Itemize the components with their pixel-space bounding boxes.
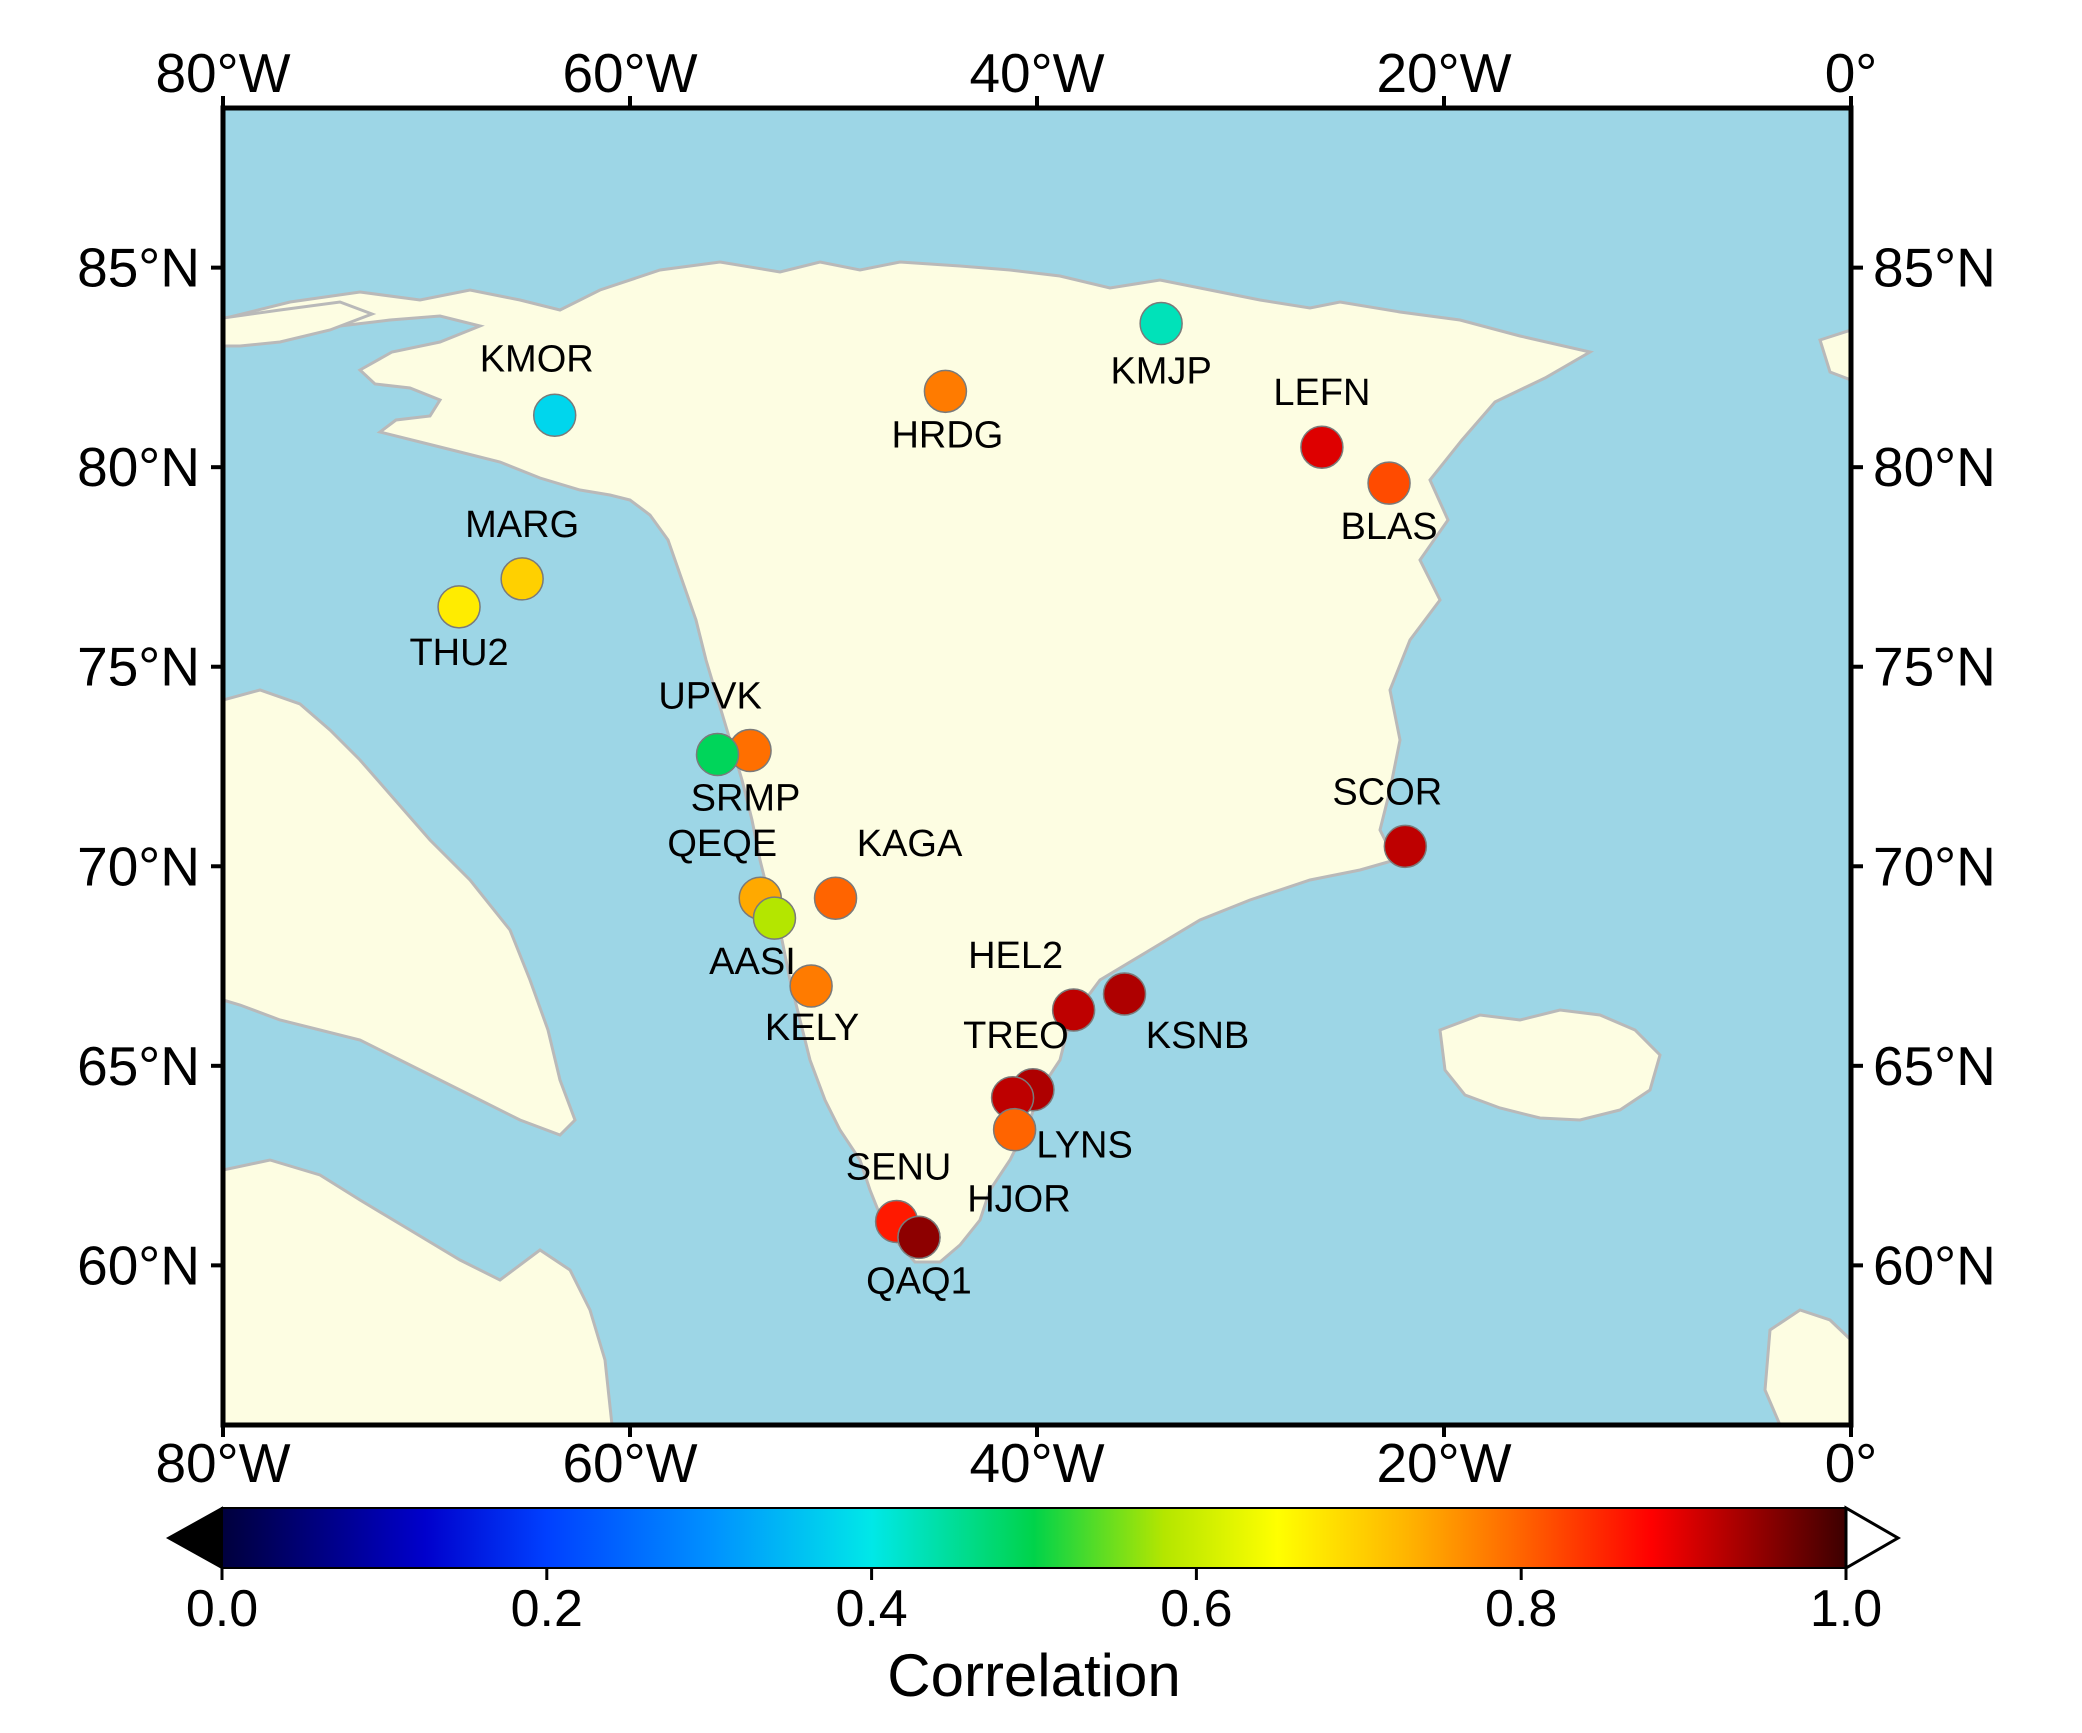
station-marker-kmjp	[1139, 301, 1183, 346]
land-svalbard-hint	[1818, 328, 1851, 382]
station-label-senu: SENU	[846, 1146, 952, 1188]
station-label-kaga: KAGA	[857, 823, 963, 865]
station-marker-qaq1	[897, 1215, 941, 1260]
lon-tick-label-bottom: 40°W	[969, 1432, 1104, 1494]
station-marker-hel2	[1051, 988, 1096, 1032]
land-greenland	[224, 260, 1595, 1264]
station-label-aasi: AASI	[709, 941, 796, 983]
station-label-lyns: LYNS	[1036, 1125, 1132, 1167]
land-iceland	[1438, 1008, 1662, 1122]
station-marker-ksnb	[1102, 972, 1147, 1016]
colorbar-tick-label: 0.0	[186, 1580, 258, 1638]
lat-tick-label-right: 75°N	[1873, 636, 1996, 698]
lon-tick-label-bottom: 80°W	[155, 1432, 290, 1494]
lon-tick-label-top: 0°	[1825, 42, 1878, 104]
station-label-upvk: UPVK	[658, 676, 761, 718]
station-marker-kmor	[532, 393, 577, 438]
colorbar-ticks: 0.0 0.2 0.4 0.6 0.8 1.0	[186, 1568, 1882, 1638]
station-marker-srmp	[695, 732, 740, 777]
station-marker-blas	[1367, 461, 1411, 505]
station-label-qaq1: QAQ1	[866, 1260, 972, 1302]
station-marker-lefn	[1300, 425, 1344, 469]
colorbar-tick-label: 0.2	[511, 1580, 583, 1638]
lat-tick-label-right: 80°N	[1873, 436, 1996, 498]
colorbar-tick-label: 1.0	[1810, 1580, 1882, 1638]
station-label-scor: SCOR	[1332, 771, 1442, 813]
colorbar: 0.0 0.2 0.4 0.6 0.8 1.0 Correlation	[165, 1505, 1902, 1709]
lon-tick-label-bottom: 0°	[1825, 1432, 1878, 1494]
land-ellesmere	[223, 300, 377, 348]
station-marker-kely	[789, 964, 833, 1008]
station-label-hel2: HEL2	[968, 935, 1063, 977]
station-marker-aasi	[752, 896, 797, 940]
lon-tick-label-top: 20°W	[1376, 42, 1511, 104]
lon-tick-label-top: 60°W	[562, 42, 697, 104]
station-label-qeqe: QEQE	[667, 823, 777, 865]
land-labrador	[223, 1158, 614, 1425]
station-label-blas: BLAS	[1340, 506, 1437, 548]
lon-tick-label-top: 40°W	[969, 42, 1104, 104]
station-label-kely: KELY	[765, 1007, 859, 1049]
station-label-srmp: SRMP	[691, 778, 801, 820]
station-label-marg: MARG	[465, 504, 579, 546]
station-label-lefn: LEFN	[1273, 372, 1370, 414]
lon-tick-label-bottom: 20°W	[1376, 1432, 1511, 1494]
station-marker-thu2	[437, 585, 481, 629]
station-label-hjor: HJOR	[967, 1178, 1070, 1220]
colorbar-tick-label: 0.8	[1485, 1580, 1557, 1638]
colorbar-over-triangle	[1844, 1505, 1902, 1571]
lat-tick-label-left: 65°N	[77, 1035, 200, 1097]
station-label-thu2: THU2	[409, 632, 508, 674]
colorbar-title: Correlation	[887, 1642, 1180, 1709]
land-baffin	[223, 688, 577, 1137]
station-marker-lyns	[992, 1107, 1037, 1152]
colorbar-tick-label: 0.4	[835, 1580, 907, 1638]
lat-tick-label-right: 85°N	[1873, 237, 1996, 299]
station-marker-kaga	[813, 876, 858, 920]
lat-tick-label-left: 75°N	[77, 636, 200, 698]
lat-tick-label-left: 70°N	[77, 835, 200, 897]
colorbar-gradient	[221, 1507, 1847, 1569]
map-axes: 80°W 80°W 60°W 60°W 40°W 40°W 20°W 20°W 0° 0° 85°N…	[77, 42, 1996, 1494]
lon-tick-label-top: 80°W	[155, 42, 290, 104]
land-scotland-hint	[1763, 1308, 1851, 1425]
land-masses	[223, 260, 1851, 1425]
station-markers: KMOR KMJP HRDG LEFN BLAS MARG THU2 UPVK SRMP SCOR…	[409, 301, 1442, 1302]
lon-tick-label-bottom: 60°W	[562, 1432, 697, 1494]
station-label-kmjp: KMJP	[1110, 351, 1211, 393]
station-label-kmor: KMOR	[480, 338, 594, 380]
colorbar-under-triangle	[165, 1506, 223, 1570]
lat-tick-label-left: 85°N	[77, 237, 200, 299]
station-label-treo: TREO	[963, 1015, 1069, 1057]
station-marker-hrdg	[923, 369, 968, 414]
colorbar-tick-label: 0.6	[1160, 1580, 1232, 1638]
map-panel: KMOR KMJP HRDG LEFN BLAS MARG THU2 UPVK SRMP SCOR…	[220, 105, 1854, 1428]
lat-tick-label-right: 70°N	[1873, 835, 1996, 897]
lat-tick-label-left: 60°N	[77, 1234, 200, 1296]
lat-tick-label-right: 60°N	[1873, 1234, 1996, 1296]
lat-tick-label-right: 65°N	[1873, 1035, 1996, 1097]
lat-tick-label-left: 80°N	[77, 436, 200, 498]
station-label-ksnb: KSNB	[1146, 1015, 1249, 1057]
station-marker-marg	[500, 557, 544, 601]
station-label-hrdg: HRDG	[891, 414, 1003, 456]
station-marker-scor	[1383, 824, 1428, 869]
